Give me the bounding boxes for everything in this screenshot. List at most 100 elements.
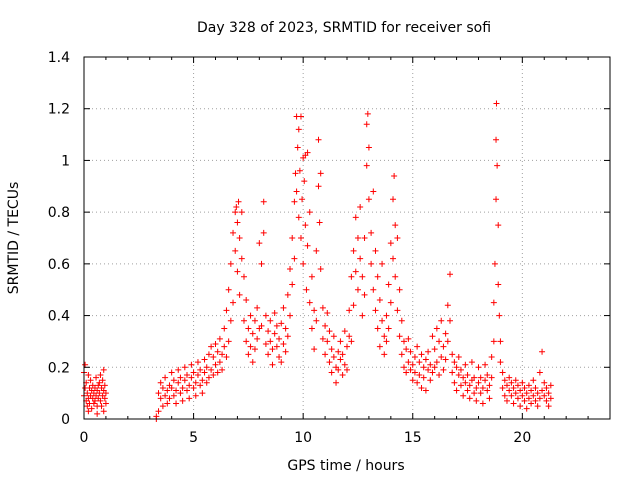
data-point [324,309,331,316]
data-point [352,268,359,275]
data-point [210,353,217,360]
x-tick-label: 10 [294,430,312,446]
data-point [491,260,498,267]
data-point [303,286,310,293]
data-point [477,374,484,381]
data-point [374,325,381,332]
data-point [387,240,394,247]
data-point [471,390,478,397]
data-point [344,366,350,373]
data-point [532,384,539,391]
axis-ticks [83,56,611,420]
data-point [155,390,162,397]
data-point [153,413,160,420]
data-point [214,348,221,355]
data-point [379,317,386,324]
data-point [91,397,98,404]
data-point [416,359,423,366]
data-point [293,188,300,195]
data-point [173,387,180,394]
data-point [326,359,333,366]
data-point [400,338,407,345]
data-point [541,392,548,399]
data-point [201,356,208,363]
data-point [490,338,497,345]
data-point [484,387,491,394]
data-point [339,372,346,379]
data-point [493,196,500,203]
data-point [363,162,370,169]
data-point [317,266,324,273]
data-point [418,351,425,358]
data-point [96,390,103,397]
data-point [175,366,182,373]
data-point [400,364,407,371]
data-point [409,377,416,384]
data-point [455,372,462,379]
data-point [282,325,289,332]
data-point [488,353,495,360]
data-point [547,395,554,402]
data-point [514,395,521,402]
data-point [381,351,388,358]
y-tick-label: 0 [61,412,70,428]
x-tick-label: 15 [404,430,422,446]
data-point [164,387,171,394]
data-point [289,235,296,241]
data-point [337,338,344,345]
data-point [521,384,528,391]
data-point [357,203,364,210]
data-point [497,359,504,366]
data-point [517,387,524,394]
data-point [203,379,210,386]
data-point [269,346,276,353]
data-point [335,366,342,373]
data-point [236,235,243,241]
data-point [225,286,232,293]
data-point [506,374,513,381]
data-point [453,364,460,371]
data-point [523,405,530,412]
data-point [159,403,166,410]
data-point [348,338,355,345]
data-point [223,353,230,360]
data-point [162,392,169,399]
data-point [238,209,245,216]
data-point [499,369,506,376]
data-point [230,299,237,306]
data-point [440,343,447,350]
data-point [322,322,329,329]
data-point [90,400,97,407]
data-point [372,307,379,314]
data-point [376,297,383,304]
data-point [302,222,309,229]
data-point [486,395,493,402]
data-point [238,255,245,262]
data-point [539,387,546,394]
data-point [394,307,401,314]
data-point [184,372,191,379]
data-point [85,372,92,379]
data-point [101,382,108,389]
data-point [319,304,326,311]
data-point [519,379,526,386]
data-point [243,338,250,345]
data-point [506,387,513,394]
data-point [392,273,399,280]
data-point [284,333,291,340]
data-point [361,291,368,298]
data-point [199,377,206,384]
data-point [278,320,285,327]
y-tick-label: 1.4 [48,50,70,66]
data-point [313,247,320,254]
data-point [292,170,299,177]
data-point [398,317,405,324]
data-point [240,317,247,324]
data-point [449,351,456,358]
data-point [247,343,254,350]
data-point [464,372,471,379]
data-point [296,167,303,174]
data-point [451,379,458,386]
data-point [403,346,410,353]
data-point [249,330,256,337]
